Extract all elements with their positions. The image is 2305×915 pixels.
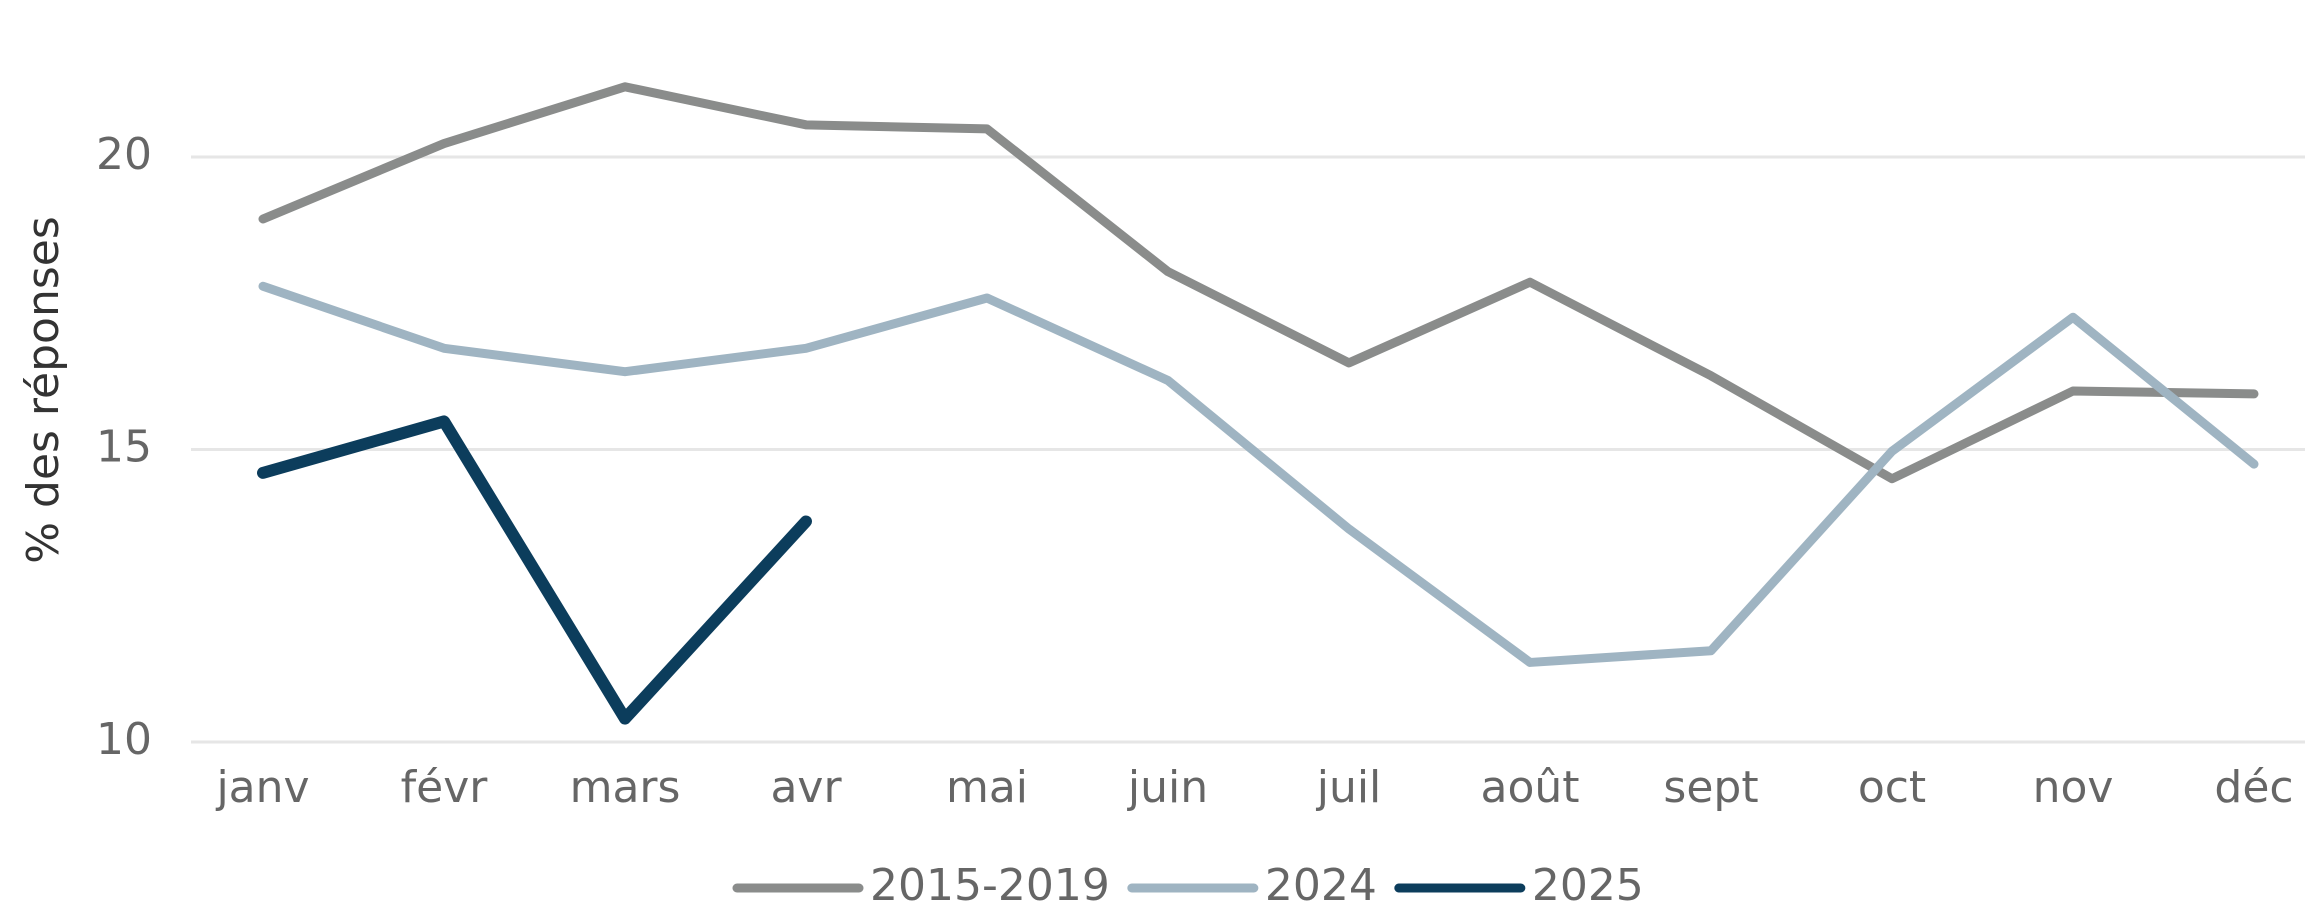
- y-axis-label: % des réponses: [18, 216, 69, 564]
- x-tick-label: janv: [215, 762, 309, 813]
- series-line: [257, 415, 812, 725]
- x-tick-label: août: [1480, 762, 1579, 813]
- y-tick-label: 20: [96, 129, 152, 180]
- x-tick-label: sept: [1663, 762, 1758, 813]
- x-tick-label: oct: [1858, 762, 1926, 813]
- x-tick-label: mars: [570, 762, 681, 813]
- legend-label: 2015-2019: [870, 860, 1110, 911]
- y-tick-label: 10: [96, 714, 152, 765]
- x-tick-label: mai: [946, 762, 1028, 813]
- x-tick-label: déc: [2214, 762, 2293, 813]
- series-line: [258, 82, 2259, 484]
- legend-label: 2025: [1532, 860, 1644, 911]
- x-tick-label: nov: [2033, 762, 2114, 813]
- x-tick-label: juil: [1316, 762, 1382, 813]
- series-line: [258, 281, 2259, 667]
- x-tick-label: févr: [401, 762, 489, 813]
- y-tick-label: 15: [96, 422, 152, 473]
- x-tick-label: juin: [1127, 762, 1208, 813]
- legend-label: 2024: [1265, 860, 1377, 911]
- x-tick-label: avr: [770, 762, 842, 813]
